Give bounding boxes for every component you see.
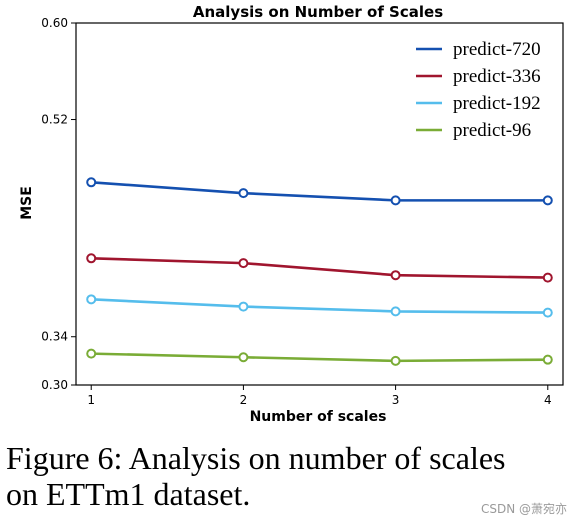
data-point [86, 177, 97, 188]
series-group [86, 177, 553, 366]
watermark: CSDN @萧宛亦 [480, 502, 567, 516]
legend-entry: predict-96 [453, 120, 531, 141]
data-point [238, 301, 249, 312]
data-point [390, 355, 401, 366]
x-tick-label: 3 [392, 393, 400, 407]
data-point [86, 253, 97, 264]
legend-entry: predict-192 [453, 93, 541, 114]
y-tick-label: 0.60 [41, 16, 68, 30]
series-line [91, 180, 548, 202]
y-tick-label: 0.34 [41, 330, 68, 344]
figure-caption: Figure 6: Analysis on number of scales o… [6, 440, 576, 512]
series-line [91, 257, 548, 279]
caption-line-1: Figure 6: Analysis on number of scales [6, 440, 506, 476]
x-axis-ticks: 1 2 3 4 [87, 385, 552, 407]
y-axis-label: MSE [19, 186, 35, 220]
plot-area-frame [75, 22, 564, 386]
chart-title: Analysis on Number of Scales [193, 3, 443, 21]
data-point [390, 306, 401, 317]
data-point [86, 294, 97, 305]
series-predict-720 [86, 177, 553, 206]
line-chart: Analysis on Number of Scales 0.30 0.34 0.5… [19, 3, 564, 425]
series-line [91, 298, 548, 314]
series-line [91, 352, 548, 363]
y-tick-label: 0.52 [41, 113, 68, 127]
data-point [390, 270, 401, 281]
series-predict-336 [86, 253, 553, 283]
x-axis-label: Number of scales [250, 409, 387, 425]
legend-entry: predict-720 [453, 39, 541, 60]
legend: predict-720 predict-336 predict-192 predict… [416, 39, 541, 141]
legend-entry: predict-336 [453, 66, 541, 87]
data-point [542, 195, 553, 206]
series-predict-96 [86, 348, 553, 366]
data-point [542, 354, 553, 365]
caption-line-2: on ETTm1 dataset. [6, 476, 251, 512]
data-point [542, 272, 553, 283]
series-predict-192 [86, 294, 553, 318]
data-point [390, 195, 401, 206]
y-axis-ticks: 0.30 0.34 0.52 0.60 [41, 16, 76, 392]
data-point [86, 348, 97, 359]
data-point [542, 307, 553, 318]
x-tick-label: 2 [240, 393, 248, 407]
data-point [238, 188, 249, 199]
x-tick-label: 1 [87, 393, 95, 407]
x-tick-label: 4 [544, 393, 552, 407]
y-tick-label: 0.30 [41, 378, 68, 392]
data-point [238, 352, 249, 363]
data-point [238, 258, 249, 269]
